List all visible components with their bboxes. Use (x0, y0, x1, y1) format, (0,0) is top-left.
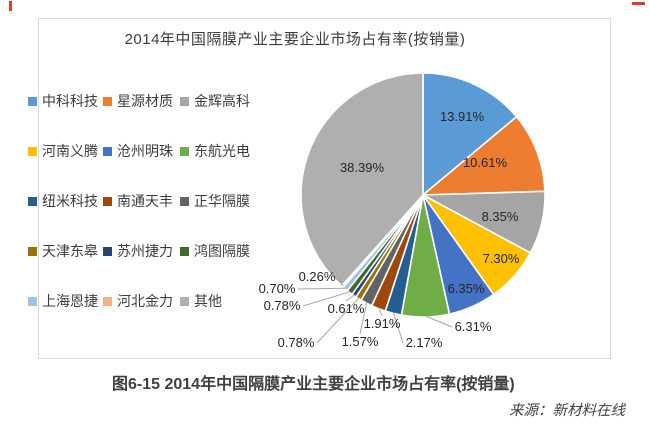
legend-item-其他: 其他 (180, 293, 250, 309)
legend-swatch-icon (103, 196, 112, 206)
crop-mark-top-right (632, 2, 645, 5)
slice-label-东航光电: 6.31% (455, 319, 492, 334)
legend-swatch-icon (28, 246, 37, 256)
figure-caption: 图6-15 2014年中国隔膜产业主要企业市场占有率(按销量) (112, 376, 515, 393)
crop-mark-top-left (9, 1, 12, 11)
slice-label-纽米科技: 2.17% (406, 335, 443, 350)
legend-swatch-icon (180, 196, 189, 206)
legend-item-东航光电: 东航光电 (180, 143, 250, 159)
legend-item-河北金力: 河北金力 (103, 293, 180, 309)
legend-label: 河北金力 (117, 293, 173, 309)
legend-label: 上海恩捷 (42, 293, 98, 309)
legend-swatch-icon (180, 246, 189, 256)
label-leader-line (316, 297, 360, 344)
slice-label-金辉高科: 8.35% (482, 209, 519, 224)
legend-swatch-icon (103, 246, 112, 256)
slice-label-南通天丰: 1.91% (364, 316, 401, 331)
label-leader-line (345, 294, 355, 302)
legend-item-南通天丰: 南通天丰 (103, 193, 180, 209)
chart-legend: 中科科技 星源材质 金辉高科河南义腾 沧州明珠 东航光电纽米科技 南通天丰 正华隔膜天津东皋… (28, 93, 250, 343)
legend-label: 其他 (194, 293, 222, 309)
legend-label: 中科科技 (42, 93, 98, 109)
source-credit: 来源：新材料在线 (509, 403, 625, 419)
legend-swatch-icon (28, 296, 37, 306)
slice-label-沧州明珠: 6.35% (448, 281, 485, 296)
slice-label-河南义腾: 7.30% (483, 251, 520, 266)
legend-swatch-icon (180, 146, 189, 156)
legend-swatch-icon (28, 196, 37, 206)
legend-swatch-icon (103, 296, 112, 306)
legend-item-沧州明珠: 沧州明珠 (103, 143, 180, 159)
slice-label-正华隔膜: 1.57% (342, 334, 379, 349)
label-leader-line (359, 301, 368, 335)
slice-label-星源材质: 10.61% (463, 155, 508, 170)
slice-label-河北金力: 0.26% (299, 269, 336, 284)
legend-label: 东航光电 (194, 143, 250, 159)
label-leader-line (302, 291, 351, 307)
pie-slice-星源材质 (420, 115, 546, 196)
legend-label: 南通天丰 (117, 193, 173, 209)
legend-swatch-icon (28, 96, 37, 106)
legend-label: 天津东皋 (42, 243, 98, 259)
legend-item-中科科技: 中科科技 (28, 93, 103, 109)
legend-label: 星源材质 (117, 93, 173, 109)
legend-item-星源材质: 星源材质 (103, 93, 180, 109)
legend-label: 金辉高科 (194, 93, 250, 109)
pie-slice-中科科技 (422, 72, 518, 197)
legend-item-纽米科技: 纽米科技 (28, 193, 103, 209)
legend-item-河南义腾: 河南义腾 (28, 143, 103, 159)
legend-item-天津东皋: 天津东皋 (28, 243, 103, 259)
slice-label-其他: 38.39% (340, 160, 385, 175)
slice-label-上海恩捷: 0.70% (259, 281, 296, 296)
legend-label: 正华隔膜 (194, 193, 250, 209)
label-leader-line (337, 276, 344, 287)
legend-label: 鸿图隔膜 (194, 243, 250, 259)
label-leader-line (378, 307, 383, 317)
legend-item-金辉高科: 金辉高科 (180, 93, 250, 109)
legend-swatch-icon (180, 96, 189, 106)
legend-item-正华隔膜: 正华隔膜 (180, 193, 250, 209)
legend-swatch-icon (103, 146, 112, 156)
slice-label-苏州捷力: 0.61% (328, 301, 365, 316)
legend-item-苏州捷力: 苏州捷力 (103, 243, 180, 259)
legend-label: 纽米科技 (42, 193, 98, 209)
legend-item-上海恩捷: 上海恩捷 (28, 293, 103, 309)
label-leader-line (297, 287, 346, 290)
pie-slice-其他 (300, 72, 424, 288)
label-leader-line (393, 312, 404, 344)
slice-label-中科科技: 13.91% (440, 109, 485, 124)
legend-item-鸿图隔膜: 鸿图隔膜 (180, 243, 250, 259)
legend-swatch-icon (180, 296, 189, 306)
legend-label: 河南义腾 (42, 143, 98, 159)
slice-label-鸿图隔膜: 0.78% (264, 298, 301, 313)
label-leader-line (425, 315, 453, 328)
legend-swatch-icon (103, 96, 112, 106)
legend-swatch-icon (28, 146, 37, 156)
legend-label: 苏州捷力 (117, 243, 173, 259)
legend-label: 沧州明珠 (117, 143, 173, 159)
slice-label-天津东皋: 0.78% (278, 335, 315, 350)
chart-title: 2014年中国隔膜产业主要企业市场占有率(按销量) (124, 31, 466, 48)
